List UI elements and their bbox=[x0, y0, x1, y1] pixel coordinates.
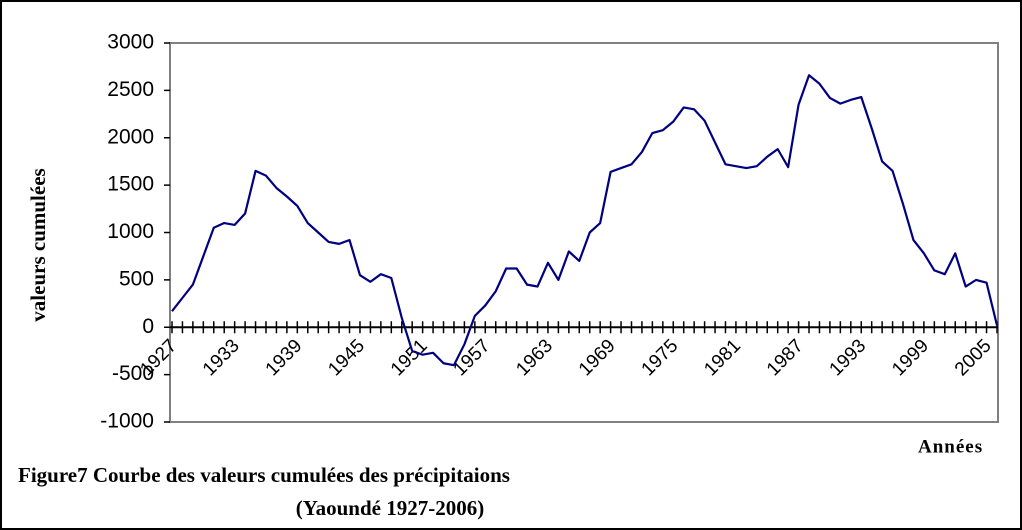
y-tick-label: 2500 bbox=[107, 78, 154, 101]
y-tick-label: 500 bbox=[119, 267, 154, 290]
y-tick-label: 0 bbox=[142, 315, 154, 338]
y-tick-label: -500 bbox=[112, 362, 154, 385]
chart-subtitle: (Yaoundé 1927-2006) bbox=[296, 496, 484, 520]
x-axis-title: Années bbox=[918, 436, 983, 457]
y-tick-label: -1000 bbox=[100, 410, 154, 433]
data-line bbox=[171, 74, 999, 367]
chart-title: Figure7 Courbe des valeurs cumulées des … bbox=[18, 463, 510, 487]
y-tick-label: 1500 bbox=[107, 173, 154, 196]
y-tick-label: 1000 bbox=[107, 220, 154, 243]
y-axis-title: valeurs cumulées bbox=[26, 168, 50, 321]
y-tick-label: 3000 bbox=[107, 31, 154, 54]
y-tick-label: 2000 bbox=[107, 125, 154, 148]
